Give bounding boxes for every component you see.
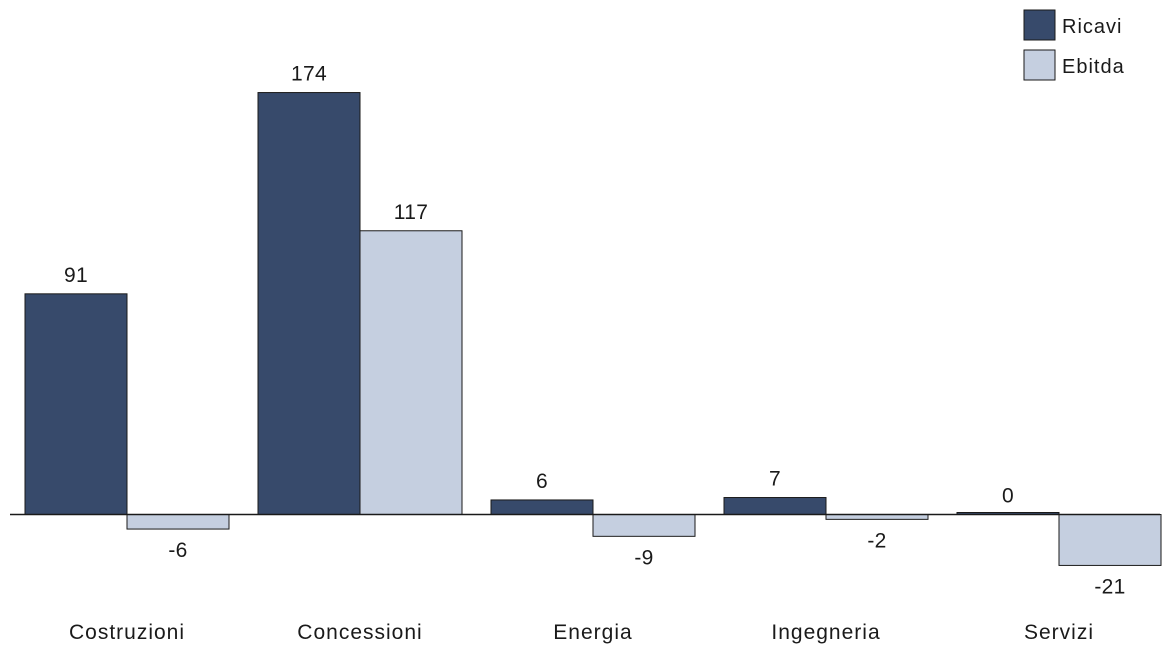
bar-ebitda-energia — [592, 514, 696, 537]
bar-ricavi-energia — [490, 499, 594, 516]
data-label-ebitda-concessioni: 117 — [394, 201, 428, 224]
x-tick-label-costruzioni: Costruzioni — [69, 621, 185, 644]
legend-label-ebitda: Ebitda — [1062, 56, 1125, 78]
bar-ricavi-ingegneria — [723, 497, 827, 515]
legend: Ricavi Ebitda — [1023, 9, 1125, 81]
data-label-ebitda-energia: -9 — [634, 546, 653, 569]
data-label-ricavi-concessioni: 174 — [291, 63, 327, 86]
data-label-ebitda-ingegneria: -2 — [867, 529, 886, 552]
bar-ebitda-concessioni — [359, 230, 463, 515]
data-label-ricavi-energia: 6 — [536, 470, 548, 493]
data-label-ebitda-servizi: -21 — [1094, 575, 1125, 598]
bar-ebitda-costruzioni — [126, 514, 230, 530]
x-axis-tick-labels: Costruzioni Concessioni Energia Ingegneria S… — [69, 621, 1094, 644]
data-label-ebitda-costruzioni: -6 — [168, 539, 187, 562]
data-label-ricavi-ingegneria: 7 — [769, 468, 781, 491]
x-tick-label-ingegneria: Ingegneria — [771, 621, 880, 644]
x-tick-label-servizi: Servizi — [1024, 621, 1094, 644]
labels-layer: 91 -6 174 117 6 -9 7 -2 0 -21 — [64, 63, 1125, 599]
x-tick-label-energia: Energia — [553, 621, 632, 644]
x-tick-label-concessioni: Concessioni — [297, 621, 422, 644]
legend-label-ricavi: Ricavi — [1062, 16, 1122, 38]
bar-ricavi-costruzioni — [24, 293, 128, 516]
data-label-ricavi-servizi: 0 — [1002, 485, 1014, 508]
bar-ebitda-servizi — [1058, 514, 1162, 566]
bars-layer — [24, 92, 1162, 566]
legend-swatch-ricavi — [1023, 9, 1056, 41]
data-label-ricavi-costruzioni: 91 — [64, 264, 88, 287]
bar-ricavi-concessioni — [257, 92, 361, 516]
legend-swatch-ebitda — [1023, 49, 1056, 81]
